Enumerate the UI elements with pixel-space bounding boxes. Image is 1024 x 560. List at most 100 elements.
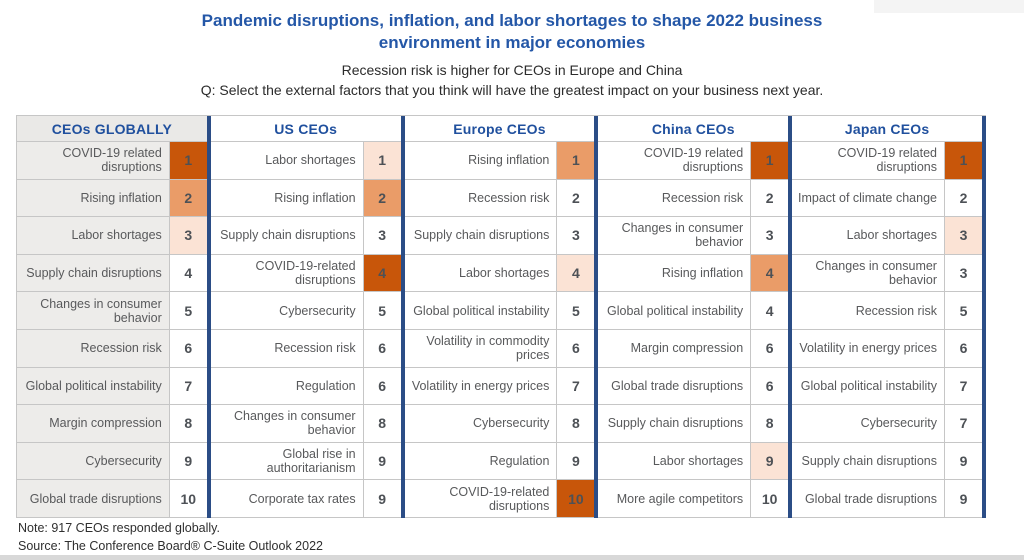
rank-badge: 4	[750, 254, 789, 292]
table-row: Recession risk 6	[210, 329, 401, 368]
corner-shade	[874, 0, 1024, 13]
table-row: Supply chain disruptions 3	[404, 217, 595, 255]
factor-label: COVID-19-related disruptions	[449, 484, 550, 513]
figure-title: Pandemic disruptions, inflation, and lab…	[201, 11, 823, 53]
factor-label: Supply chain disruptions	[17, 254, 169, 292]
table-row: Changes in consumer behavior 5	[17, 292, 207, 330]
rank-badge: 1	[943, 142, 982, 179]
table-row: Cybersecurity 9	[17, 442, 207, 481]
column-group-0: CEOs GLOBALLY COVID-19 related disruption…	[16, 116, 211, 518]
factor-label: Changes in consumer behavior	[233, 409, 356, 438]
rank-badge: 10	[168, 480, 207, 517]
rank-badge: 2	[362, 179, 401, 217]
rank-badge: 8	[750, 405, 789, 442]
factor-label: Recession risk	[855, 303, 937, 318]
factor-label: Volatility in energy prices	[799, 341, 937, 356]
factor-label: Supply chain disruptions	[413, 228, 550, 243]
factor-label: Labor shortages	[846, 228, 937, 243]
factor-label: More agile competitors	[616, 491, 744, 506]
column-group-4: Japan CEOs COVID-19 related disruptions 1 I…	[792, 116, 986, 518]
table-row: Volatility in energy prices 7	[404, 367, 595, 406]
factor-label: Cybersecurity	[472, 416, 550, 431]
bottom-strip	[0, 555, 1024, 560]
rank-badge: 1	[750, 142, 789, 179]
table-row: Rising inflation 2	[210, 179, 401, 218]
factor-label: Cybersecurity	[17, 442, 169, 480]
table-row: Cybersecurity 8	[404, 405, 595, 443]
factor-label: Labor shortages	[265, 153, 356, 168]
table-row: COVID-19 related disruptions 1	[598, 142, 789, 180]
rank-badge: 5	[943, 292, 982, 329]
table-row: Cybersecurity 5	[210, 292, 401, 330]
factor-label: Recession risk	[468, 190, 550, 205]
table-row: Changes in consumer behavior 3	[792, 254, 982, 293]
table-row: Cybersecurity 7	[792, 405, 982, 443]
table-row: Impact of climate change 2	[792, 179, 982, 218]
factor-label: Rising inflation	[274, 190, 356, 205]
rank-badge: 10	[556, 480, 595, 517]
table-row: Changes in consumer behavior 3	[598, 217, 789, 255]
rank-badge: 6	[168, 329, 207, 367]
table-row: Supply chain disruptions 9	[792, 442, 982, 481]
rank-badge: 6	[750, 329, 789, 367]
rank-badge: 1	[362, 142, 401, 179]
factor-label: Recession risk	[274, 341, 356, 356]
rank-badge: 6	[362, 329, 401, 367]
factor-label: Cybersecurity	[279, 303, 356, 318]
table-row: Global political instability 5	[404, 292, 595, 330]
rank-badge: 3	[168, 217, 207, 254]
table-row: Recession risk 5	[792, 292, 982, 330]
factor-label: Margin compression	[630, 341, 744, 356]
rank-badge: 9	[362, 442, 401, 480]
factor-label: Labor shortages	[17, 217, 169, 254]
rank-badge: 5	[556, 292, 595, 329]
rank-badge: 4	[168, 254, 207, 292]
factor-label: Changes in consumer behavior	[621, 221, 744, 250]
factor-label: Global trade disruptions	[17, 480, 169, 517]
table-row: Global trade disruptions 9	[792, 480, 982, 518]
factor-label: Global rise in authoritarianism	[266, 447, 356, 476]
factor-label: Labor shortages	[459, 266, 550, 281]
rank-badge: 2	[168, 179, 207, 217]
table-row: COVID-19-related disruptions 10	[404, 480, 595, 518]
factor-label: COVID-19-related disruptions	[255, 259, 356, 288]
table-row: Labor shortages 3	[792, 217, 982, 255]
factor-label: Global political instability	[800, 378, 937, 393]
table-row: COVID-19 related disruptions 1	[17, 142, 207, 180]
rank-badge: 6	[943, 329, 982, 367]
factor-label: Supply chain disruptions	[801, 454, 937, 469]
table-row: Labor shortages 4	[404, 254, 595, 293]
table-row: COVID-19 related disruptions 1	[792, 142, 982, 180]
rank-badge: 3	[362, 217, 401, 254]
factor-label: Global political instability	[413, 303, 550, 318]
rank-badge: 4	[750, 292, 789, 329]
factor-label: Margin compression	[17, 405, 169, 442]
table-row: Rising inflation 1	[404, 142, 595, 180]
table-row: Regulation 9	[404, 442, 595, 481]
column-group-2: Europe CEOs Rising inflation 1 Recession ri…	[404, 116, 599, 518]
rank-badge: 7	[943, 367, 982, 405]
factor-label: Recession risk	[661, 190, 744, 205]
rank-badge: 2	[750, 179, 789, 217]
table-row: Labor shortages 1	[210, 142, 401, 180]
table-row: Supply chain disruptions 3	[210, 217, 401, 255]
rank-badge: 9	[168, 442, 207, 480]
rank-badge: 8	[168, 405, 207, 442]
column-group-1: US CEOs Labor shortages 1 Rising inflation 2…	[210, 116, 405, 518]
column-header: Japan CEOs	[792, 116, 982, 142]
table-row: Labor shortages 9	[598, 442, 789, 481]
factor-label: Global trade disruptions	[611, 378, 744, 393]
rank-badge: 9	[943, 480, 982, 517]
rank-badge: 2	[943, 179, 982, 217]
column-header: Europe CEOs	[404, 116, 595, 142]
column-group-3: China CEOs COVID-19 related disruptions 1 R…	[598, 116, 793, 518]
rank-badge: 6	[362, 367, 401, 405]
rank-badge: 5	[362, 292, 401, 329]
rank-badge: 2	[556, 179, 595, 217]
table-row: More agile competitors 10	[598, 480, 789, 518]
rank-badge: 4	[556, 254, 595, 292]
factor-label: Rising inflation	[17, 179, 169, 217]
factor-label: Volatility in energy prices	[411, 378, 550, 393]
table-row: Supply chain disruptions 4	[17, 254, 207, 293]
rank-badge: 9	[556, 442, 595, 480]
